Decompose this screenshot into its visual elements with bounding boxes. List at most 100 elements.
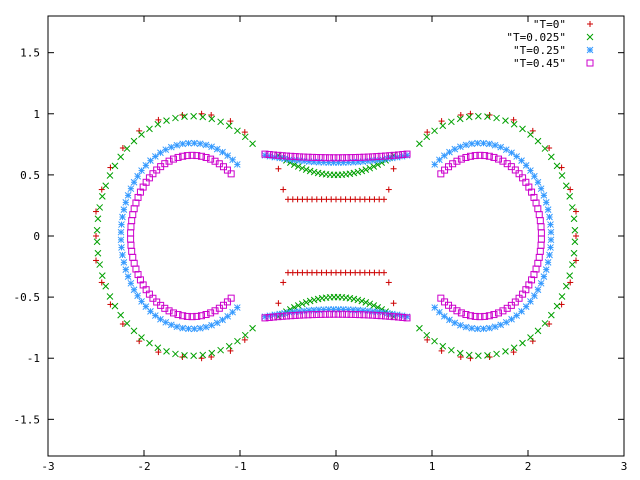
data-point [155, 116, 162, 123]
data-point [130, 259, 138, 267]
y-axis: -1.5 -1 -0.5 0 0.5 1 1.5 [14, 47, 624, 426]
data-point [423, 331, 431, 339]
data-point [165, 157, 173, 165]
data-point [502, 348, 509, 355]
data-point [527, 167, 534, 174]
data-point [541, 320, 549, 327]
data-point [546, 213, 553, 221]
data-point [93, 257, 99, 264]
data-point [193, 312, 201, 320]
data-point [138, 334, 145, 341]
y-tick-label: -1.5 [14, 413, 41, 426]
data-point [183, 152, 191, 160]
data-point [227, 170, 235, 178]
data-point [196, 324, 204, 332]
data-point [179, 152, 187, 160]
data-point [270, 313, 278, 321]
data-point [364, 311, 372, 319]
legend-entry: "T=0" [533, 18, 593, 31]
legend-entry: "T=0.45" [513, 57, 594, 70]
data-point [541, 145, 549, 152]
data-point [403, 314, 411, 322]
data-point [568, 261, 576, 268]
data-point [456, 115, 464, 123]
data-point [537, 279, 545, 287]
data-point [227, 294, 235, 302]
data-point [440, 312, 448, 320]
data-point [534, 259, 542, 267]
data-point [306, 167, 314, 175]
data-point [202, 323, 210, 331]
data-point [190, 139, 198, 147]
data-point [567, 186, 574, 193]
data-point [535, 211, 543, 219]
data-point [190, 352, 198, 360]
data-point [547, 244, 554, 251]
data-point [149, 170, 157, 178]
legend-label: "T=0.025" [506, 31, 566, 44]
data-point [138, 167, 145, 174]
data-point [386, 312, 394, 320]
data-point [362, 298, 370, 306]
data-point [351, 310, 359, 318]
legend-entry: "T=0.025" [506, 31, 594, 44]
data-point [558, 164, 565, 171]
data-point [508, 149, 515, 157]
data-point [356, 311, 364, 319]
data-point [188, 151, 196, 159]
data-point [294, 302, 302, 309]
data-point [174, 311, 182, 319]
data-point [334, 154, 342, 162]
data-point [298, 300, 306, 308]
data-point [453, 307, 461, 315]
data-point [485, 152, 493, 160]
data-point [537, 235, 545, 243]
data-point [130, 178, 138, 186]
data-point [462, 153, 470, 161]
data-point [440, 152, 448, 160]
data-point [117, 153, 125, 161]
data-point [127, 279, 135, 287]
data-point [118, 244, 125, 251]
data-point [153, 298, 161, 306]
data-point [431, 161, 439, 168]
data-point [213, 319, 221, 327]
data-point [497, 321, 505, 329]
data-point [484, 352, 491, 359]
data-point [508, 315, 515, 323]
data-point [208, 321, 215, 329]
data-point [468, 324, 476, 332]
data-point [513, 153, 521, 160]
data-point [502, 146, 510, 154]
data-point [130, 205, 138, 213]
data-point [510, 349, 517, 356]
y-tick-label: -1 [27, 352, 40, 365]
data-point [370, 302, 378, 309]
data-point [197, 152, 205, 160]
data-point [468, 140, 476, 148]
data-point [527, 334, 534, 341]
data-point [531, 292, 538, 300]
data-point [106, 172, 114, 179]
data-point [474, 352, 482, 360]
data-point [390, 313, 398, 321]
data-point [346, 294, 354, 302]
data-point [249, 324, 256, 332]
data-point [111, 302, 119, 310]
data-point [241, 133, 249, 141]
data-point [527, 131, 534, 138]
data-point [314, 295, 322, 303]
data-point [145, 174, 153, 182]
data-point [181, 113, 188, 120]
series-0 [93, 110, 579, 362]
data-point [360, 311, 368, 319]
data-point [570, 249, 578, 257]
data-point [403, 150, 411, 158]
data-point [227, 347, 234, 354]
data-point [173, 141, 181, 149]
data-point [436, 156, 443, 164]
data-point [542, 266, 550, 273]
data-point [170, 309, 178, 317]
data-point [265, 151, 273, 159]
data-point [134, 193, 142, 201]
